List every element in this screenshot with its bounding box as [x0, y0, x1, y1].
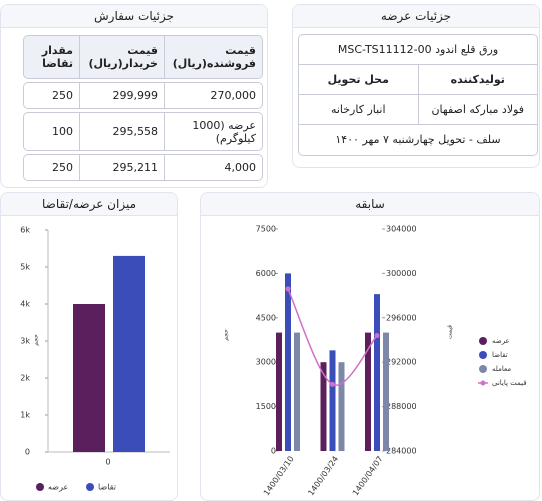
- panel-title: جزئیات سفارش: [1, 5, 267, 28]
- legend-swatch: [479, 365, 487, 373]
- cell: 250: [23, 154, 79, 181]
- cell: انبار کارخانه: [299, 95, 419, 124]
- offer-header: تولیدکننده محل تحویل: [299, 65, 537, 95]
- tick-label: 1k: [20, 411, 30, 420]
- point: [285, 286, 291, 292]
- legend-label: عرضه: [48, 483, 68, 492]
- cell: فولاد مبارکه اصفهان: [431, 103, 525, 116]
- axis-title: حجم: [33, 334, 40, 346]
- x-tick-label: 1400/03/24: [306, 454, 340, 497]
- delivery: سلف - تحویل چهارشنبه ۷ مهر ۱۴۰۰: [335, 133, 501, 146]
- cell: 270,000: [164, 82, 263, 109]
- legend-swatch: [479, 337, 487, 345]
- bar: [374, 294, 380, 451]
- order-panel: جزئیات سفارش قیمت فروشنده(ریال) قیمت خری…: [0, 4, 268, 188]
- point: [330, 381, 335, 387]
- axis-title: قیمت: [447, 325, 454, 339]
- bar: [73, 304, 105, 452]
- x-tick-label: 0: [105, 458, 110, 467]
- tick-label: 4500: [256, 313, 276, 322]
- header-cell: محل تحویل: [299, 65, 419, 94]
- cell: 250: [23, 82, 79, 109]
- bar: [383, 332, 389, 451]
- offer-box: ورق قلع اندود MSC-TS11112-00 تولیدکننده …: [298, 34, 538, 156]
- chart: 0 1500 3000 4500 6000 7500 284000 288000 292000 2…: [223, 225, 527, 498]
- legend-label: معامله: [492, 365, 511, 373]
- legend-label: عرضه: [492, 337, 510, 345]
- tick-label: 2k: [20, 374, 30, 383]
- header-cell: قیمت فروشنده(ریال): [164, 35, 263, 79]
- cell: 299,999: [79, 82, 164, 109]
- tick-label: 1500: [256, 402, 276, 411]
- legend-swatch: [86, 483, 94, 491]
- cell: 295,558: [79, 112, 164, 151]
- tick-label: 292000: [386, 358, 417, 367]
- bar: [338, 362, 345, 451]
- cell: 100: [23, 112, 79, 151]
- tick-label: 0: [271, 447, 276, 456]
- chart-title: سابقه: [201, 193, 539, 216]
- point: [374, 333, 380, 339]
- header-cell: مقدار تقاضا: [23, 35, 79, 79]
- cell: 295,211: [79, 154, 164, 181]
- cell: عرضه (1000 کیلوگرم): [164, 112, 263, 151]
- offer-panel: جزئیات عرضه ورق قلع اندود MSC-TS11112-00…: [292, 4, 540, 168]
- tick-label: 5k: [20, 263, 30, 272]
- bar: [329, 350, 336, 451]
- tick-label: 288000: [386, 402, 417, 411]
- x-tick-label: 1400/03/10: [262, 454, 296, 497]
- header-cell: تولیدکننده: [450, 73, 505, 86]
- legend-label: قیمت پایانی: [492, 379, 527, 387]
- bar: [320, 362, 327, 451]
- tick-label: 0: [25, 448, 30, 457]
- chart-title: میزان عرضه/تقاضا: [1, 193, 177, 216]
- panel-title: جزئیات عرضه: [293, 5, 539, 28]
- chart: 0 1k 2k 3k 4k 5k 6k حجم 0 عرضه تقاضا: [20, 226, 170, 492]
- tick-label: 296000: [386, 313, 417, 322]
- axis-title: حجم: [223, 329, 230, 341]
- legend-swatch: [479, 351, 487, 359]
- tick-label: 300000: [386, 269, 417, 278]
- tick-label: 4k: [20, 300, 30, 309]
- bar: [285, 273, 291, 451]
- tick-label: 7500: [256, 225, 276, 234]
- bar: [365, 332, 371, 451]
- tick-label: 6000: [256, 269, 276, 278]
- tick-label: 284000: [386, 447, 417, 456]
- tick-label: 3000: [256, 358, 276, 367]
- offer-row: فولاد مبارکه اصفهان انبار کارخانه: [299, 95, 537, 125]
- tick-label: 6k: [20, 226, 30, 235]
- legend-label: تقاضا: [492, 351, 508, 359]
- bar: [294, 332, 300, 451]
- header-cell: قیمت خریدار(ریال): [79, 35, 164, 79]
- cell: 4,000: [164, 154, 263, 181]
- bar: [113, 255, 145, 452]
- product: ورق قلع اندود MSC-TS11112-00: [299, 35, 537, 65]
- tick-label: 3k: [20, 337, 30, 346]
- order-table: قیمت فروشنده(ریال) قیمت خریدار(ریال) مقد…: [23, 32, 263, 184]
- tick-label: 304000: [386, 225, 417, 234]
- bar: [276, 332, 282, 451]
- legend-label: تقاضا: [98, 483, 116, 492]
- legend-swatch: [36, 483, 44, 491]
- legend-swatch: [480, 380, 486, 386]
- x-tick-label: 1400/04/07: [351, 454, 385, 497]
